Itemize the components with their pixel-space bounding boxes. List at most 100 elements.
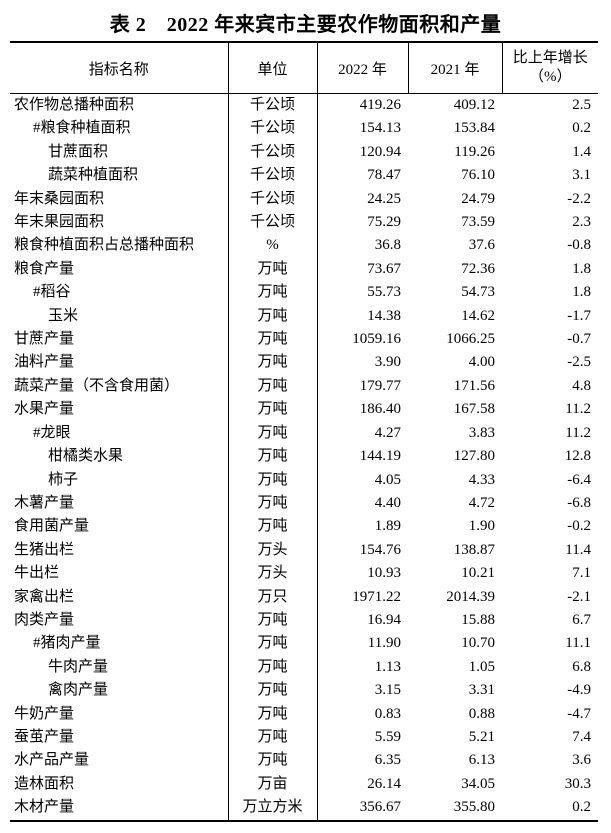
growth-cell: 2.3 [572,214,591,231]
value-2021-cell: 355.80 [453,799,495,816]
growth-cell: 11.2 [565,424,591,441]
value-2021-cell: 4.33 [468,471,495,488]
indicator-cell: 生猪出栏 [10,538,229,563]
table-row: 木材产量 万立方米 356.67 355.80 0.2 [10,796,598,821]
table-row: 蔬菜产量（不含食用菌） 万吨 179.77 171.56 4.8 [10,374,598,399]
table-row: 甘蔗产量 万吨 1059.16 1066.25 -0.7 [10,328,598,352]
value-2022-cell: 14.38 [367,307,401,324]
value-2021-cell: 24.79 [461,190,495,207]
unit-cell: 万吨 [228,749,318,773]
unit-cell: 万吨 [228,257,318,282]
header-unit: 单位 [228,42,318,94]
unit-cell: 万立方米 [228,796,318,821]
indicator-cell: 柑橘类水果 [10,445,229,469]
statistics-table: 指标名称 单位 2022 年 2021 年 比上年增长 （%） 农作物总播种面积… [10,41,598,822]
indicator-cell: 蚕茧产量 [10,725,229,750]
unit-cell: 千公顷 [228,93,318,118]
value-2021-cell: 37.6 [468,237,495,254]
table-row: 禽肉产量 万吨 3.15 3.31 -4.9 [10,679,598,703]
growth-cell: 6.7 [572,611,591,628]
value-2022-cell: 154.13 [359,120,401,137]
growth-cell: -0.2 [567,518,591,535]
growth-cell: 1.8 [572,260,591,277]
unit-cell: 万吨 [228,421,318,446]
value-2021-cell: 54.73 [461,284,495,301]
indicator-cell: 农作物总播种面积 [10,93,229,118]
value-2021-cell: 167.58 [453,401,495,418]
value-2021-cell: 171.56 [453,377,495,394]
indicator-cell: 水产品产量 [10,749,229,773]
header-growth-line2: （%） [529,69,572,85]
value-2022-cell: 55.73 [367,284,401,301]
indicator-cell: 造林面积 [10,772,229,797]
value-2022-cell: 356.67 [359,799,401,816]
growth-cell: -4.7 [567,705,591,722]
value-2022-cell: 11.90 [367,635,401,652]
value-2021-cell: 153.84 [453,120,495,137]
table-row: 粮食产量 万吨 73.67 72.36 1.8 [10,257,598,282]
unit-cell: 万吨 [228,328,318,352]
value-2022-cell: 5.59 [374,728,401,745]
unit-cell: 万吨 [228,608,318,633]
table-row: 玉米 万吨 14.38 14.62 -1.7 [10,304,598,329]
value-2021-cell: 138.87 [453,541,495,558]
table-row: 牛奶产量 万吨 0.83 0.88 -4.7 [10,702,598,726]
unit-cell: 万吨 [228,468,318,492]
indicator-cell: #猪肉产量 [10,632,229,656]
indicator-cell: 甘蔗产量 [10,328,229,352]
value-2022-cell: 144.19 [359,448,401,465]
indicator-cell: #粮食种植面积 [10,117,229,141]
value-2022-cell: 154.76 [359,541,401,558]
indicator-cell: 年末桑园面积 [10,187,229,212]
value-2021-cell: 5.21 [468,728,495,745]
value-2022-cell: 1059.16 [352,331,401,348]
growth-cell: 11.2 [565,401,591,418]
value-2021-cell: 127.80 [453,448,495,465]
header-growth-line1: 比上年增长 [512,49,588,66]
unit-cell: 万吨 [228,351,318,375]
value-2021-cell: 1.05 [468,658,495,675]
value-2021-cell: 6.13 [468,752,495,769]
header-year-2022: 2022 年 [317,42,409,94]
growth-cell: -2.2 [567,190,591,207]
unit-cell: 万吨 [228,281,318,305]
growth-cell: 11.1 [565,635,591,652]
value-2021-cell: 1066.25 [446,331,495,348]
indicator-cell: 油料产量 [10,351,229,375]
value-2021-cell: 10.21 [461,565,495,582]
growth-cell: -1.7 [567,307,591,324]
value-2022-cell: 120.94 [359,143,401,160]
table-row: 肉类产量 万吨 16.94 15.88 6.7 [10,608,598,633]
table-row: 家禽出栏 万只 1971.22 2014.39 -2.1 [10,585,598,609]
value-2022-cell: 4.05 [374,471,401,488]
unit-cell: 万吨 [228,491,318,516]
value-2021-cell: 10.70 [461,635,495,652]
indicator-cell: 柿子 [10,468,229,492]
value-2022-cell: 186.40 [359,401,401,418]
indicator-cell: 木材产量 [10,796,229,821]
table-row: 甘蔗面积 千公顷 120.94 119.26 1.4 [10,140,598,165]
table-row: #粮食种植面积 千公顷 154.13 153.84 0.2 [10,117,598,141]
unit-cell: 万只 [228,585,318,609]
value-2021-cell: 15.88 [461,611,495,628]
indicator-cell: 禽肉产量 [10,679,229,703]
value-2021-cell: 0.88 [468,705,495,722]
unit-cell: 千公顷 [228,164,318,188]
value-2022-cell: 1971.22 [352,588,401,605]
unit-cell: 万吨 [228,702,318,726]
table-row: 生猪出栏 万头 154.76 138.87 11.4 [10,538,598,563]
value-2021-cell: 2014.39 [446,588,495,605]
value-2021-cell: 76.10 [461,167,495,184]
growth-cell: -6.8 [567,494,591,511]
unit-cell: 万吨 [228,632,318,656]
unit-cell: 万吨 [228,445,318,469]
unit-cell: 万亩 [228,772,318,797]
value-2022-cell: 0.83 [374,705,401,722]
indicator-cell: #稻谷 [10,281,229,305]
growth-cell: 11.4 [565,541,591,558]
header-year-2021: 2021 年 [408,42,503,94]
table-row: #稻谷 万吨 55.73 54.73 1.8 [10,281,598,305]
growth-cell: 4.8 [572,377,591,394]
indicator-cell: 甘蔗面积 [10,140,229,165]
